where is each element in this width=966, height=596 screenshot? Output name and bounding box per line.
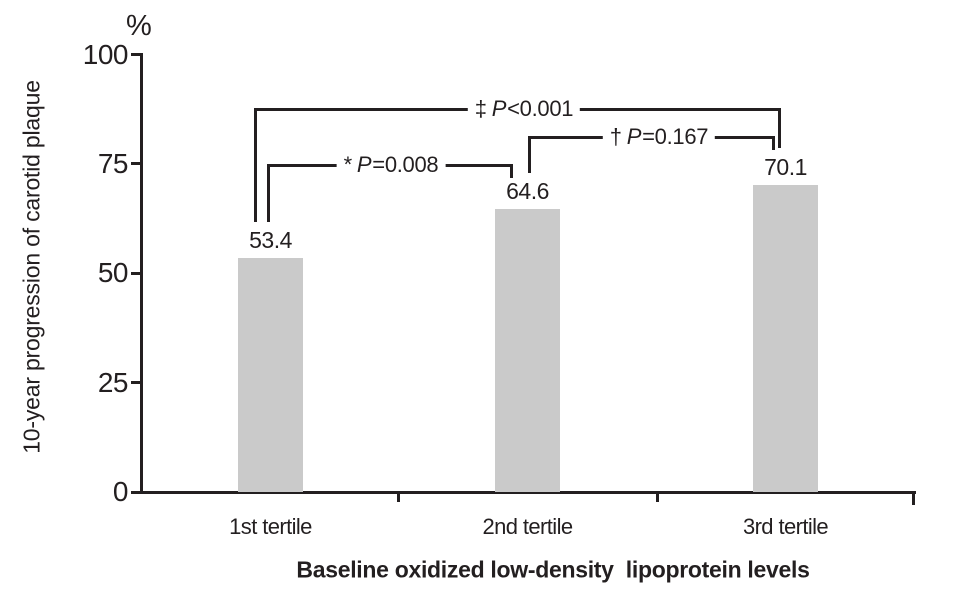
bracket-right-vertical-line (510, 163, 513, 178)
y-axis-title: 10-year progression of carotid plaque (18, 80, 45, 454)
y-axis-tick (130, 381, 140, 385)
y-tick-label: 100 (82, 38, 129, 70)
y-axis-line (139, 53, 143, 493)
y-axis-tick (130, 162, 140, 166)
y-axis-tick (130, 53, 140, 56)
x-axis-title: Baseline oxidized low-density lipoprotei… (296, 556, 810, 583)
y-tick-label: 50 (97, 257, 129, 289)
x-axis-tick (396, 491, 400, 502)
p-value-text: <0.001 (507, 96, 574, 121)
bar-value-label: 70.1 (764, 154, 807, 181)
x-axis-tick (655, 491, 659, 502)
bar-value-label: 64.6 (506, 178, 549, 205)
x-axis-tick (911, 491, 915, 505)
bracket-right-vertical-line (772, 135, 775, 150)
bar-3rd-tertile (753, 185, 818, 492)
bracket-left-vertical-line (254, 107, 257, 222)
bar-2nd-tertile (495, 209, 560, 492)
bracket-left-vertical-line (528, 135, 531, 173)
bar-value-label: 53.4 (249, 227, 292, 254)
significance-marker: ‡ (474, 96, 487, 121)
p-value-text: =0.008 (372, 152, 439, 177)
category-label-3rd-tertile: 3rd tertile (742, 514, 829, 539)
significance-label: ‡ P<0.001 (467, 96, 581, 122)
significance-marker: † (609, 124, 622, 149)
significance-label: * P=0.008 (336, 152, 446, 178)
y-tick-label: 75 (97, 147, 129, 179)
bar-1st-tertile (238, 258, 303, 492)
significance-label: † P=0.167 (602, 124, 716, 150)
y-axis-unit-percent: % (126, 10, 152, 42)
bracket-left-vertical-line (267, 163, 270, 222)
p-symbol: P (491, 96, 507, 121)
bracket-right-vertical-line (778, 107, 781, 148)
y-axis-tick (130, 490, 140, 494)
x-axis-line (139, 490, 916, 494)
p-symbol: P (626, 124, 642, 149)
y-tick-label: 25 (97, 366, 129, 398)
p-value-text: =0.167 (642, 124, 709, 149)
y-tick-label: 0 (112, 476, 129, 507)
category-label-2nd-tertile: 2nd tertile (482, 514, 573, 539)
p-symbol: P (356, 152, 372, 177)
significance-marker: * (343, 152, 353, 177)
category-label-1st-tertile: 1st tertile (229, 514, 312, 539)
y-axis-tick (130, 271, 140, 275)
